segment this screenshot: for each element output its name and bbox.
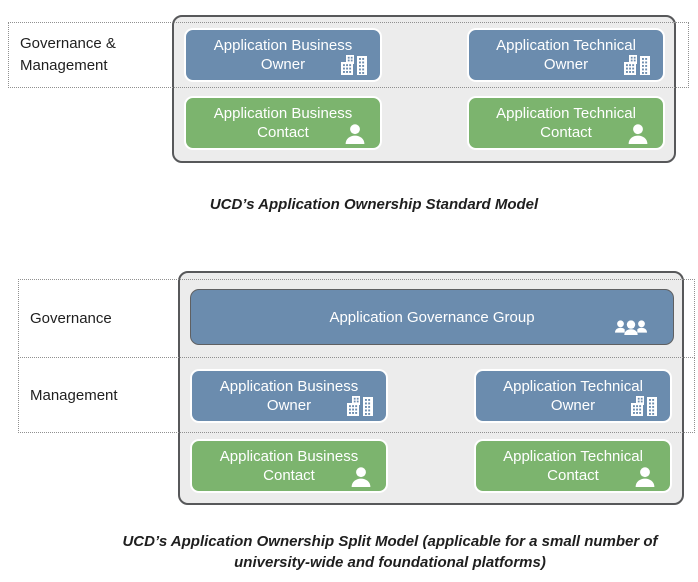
box-label: Application Technical Contact [496,105,636,141]
box-label: Application Business Contact [213,105,353,141]
box-application-business-contact: Application Business Contact [190,439,388,493]
box-label: Application Business Owner [213,37,353,73]
governance-row [18,279,695,358]
person-icon [635,467,655,487]
split-model-caption: UCD’s Application Ownership Split Model … [122,533,658,571]
box-application-business-contact: Application Business Contact [184,96,382,150]
box-label: Application Technical Contact [503,448,643,484]
management-row-label: Management [30,386,118,404]
box-application-technical-contact: Application Technical Contact [474,439,672,493]
box-label: Application Technical Owner [496,37,636,73]
person-icon [345,124,365,144]
box-label: Application Business Contact [219,448,359,484]
people-group-icon [615,320,647,335]
management-row [18,358,695,433]
box-application-governance-group: Application Governance Group [190,289,674,345]
buildings-icon [631,396,657,416]
governance-management-row-label: Governance & Management [20,35,116,74]
person-icon [351,467,371,487]
standard-model-caption: UCD’s Application Ownership Standard Mod… [209,196,539,213]
governance-row-label: Governance [30,309,112,327]
box-application-business-owner: Application Business Owner [190,369,388,423]
buildings-icon [624,55,650,75]
box-label: Application Technical Owner [503,378,643,414]
box-label: Application Business Owner [219,378,359,414]
box-application-technical-owner: Application Technical Owner [467,28,665,82]
box-application-technical-contact: Application Technical Contact [467,96,665,150]
person-icon [628,124,648,144]
box-application-business-owner: Application Business Owner [184,28,382,82]
governance-management-row [8,22,689,88]
box-application-technical-owner: Application Technical Owner [474,369,672,423]
buildings-icon [341,55,367,75]
box-label: Application Governance Group [329,308,535,326]
buildings-icon [347,396,373,416]
